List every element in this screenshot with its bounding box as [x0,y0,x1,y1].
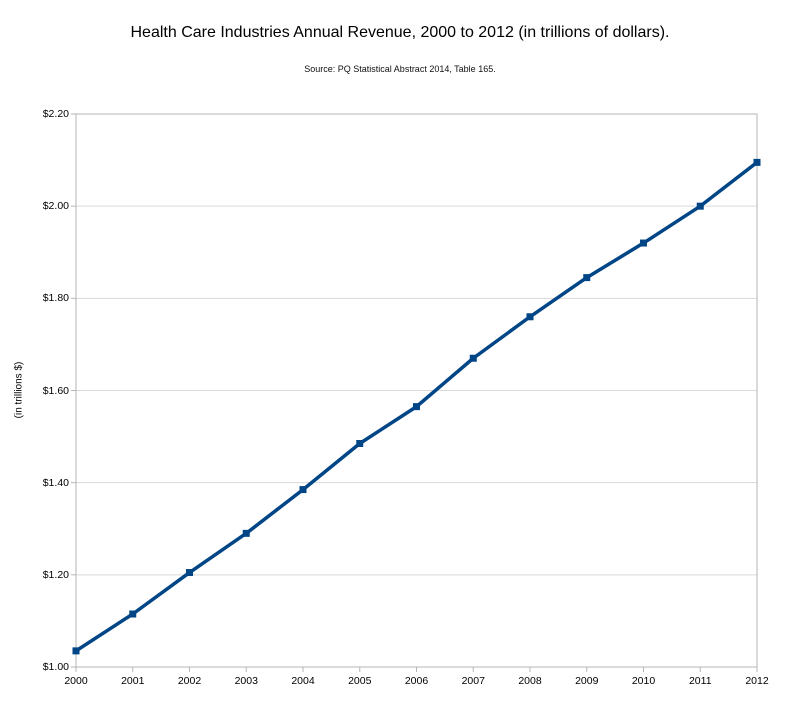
y-tick-label: $1.60 [42,384,69,397]
x-tick-label: 2009 [575,675,599,687]
y-tick-label: $1.20 [42,568,69,581]
chart-title: Health Care Industries Annual Revenue, 2… [130,24,670,41]
x-tick-label: 2002 [177,675,202,687]
data-point-marker [753,158,761,166]
data-point-marker [186,569,193,577]
x-tick-label: 2003 [234,675,258,687]
data-point-marker [299,486,307,494]
data-point-marker [696,202,704,210]
data-point-marker [72,647,80,655]
x-tick-label: 2012 [745,675,769,687]
y-tick-label: $2.00 [42,200,69,213]
data-point-marker [413,403,420,411]
data-point-marker [583,274,591,282]
x-tick-label: 2006 [404,675,429,687]
data-point-marker [129,610,137,618]
x-tick-label: 2001 [121,675,145,687]
x-tick-label: 2007 [461,675,485,687]
data-point-marker [242,529,250,537]
y-tick-label: $2.20 [42,108,69,120]
data-point-marker [640,239,647,247]
x-tick-label: 2008 [518,675,542,687]
x-tick-label: 2004 [291,675,315,687]
y-tick-label: $1.40 [42,476,69,489]
data-point-marker [469,354,477,362]
x-tick-label: 2010 [631,675,656,687]
x-tick-label: 2005 [348,675,372,687]
data-point-marker [356,439,364,447]
y-tick-label: $1.80 [42,292,69,305]
x-tick-label: 2000 [64,675,88,687]
y-tick-label: $1.00 [42,661,69,673]
chart-source: Source: PQ Statistical Abstract 2014, Ta… [304,64,496,74]
data-point-marker [526,313,534,321]
x-tick-label: 2011 [688,675,712,687]
